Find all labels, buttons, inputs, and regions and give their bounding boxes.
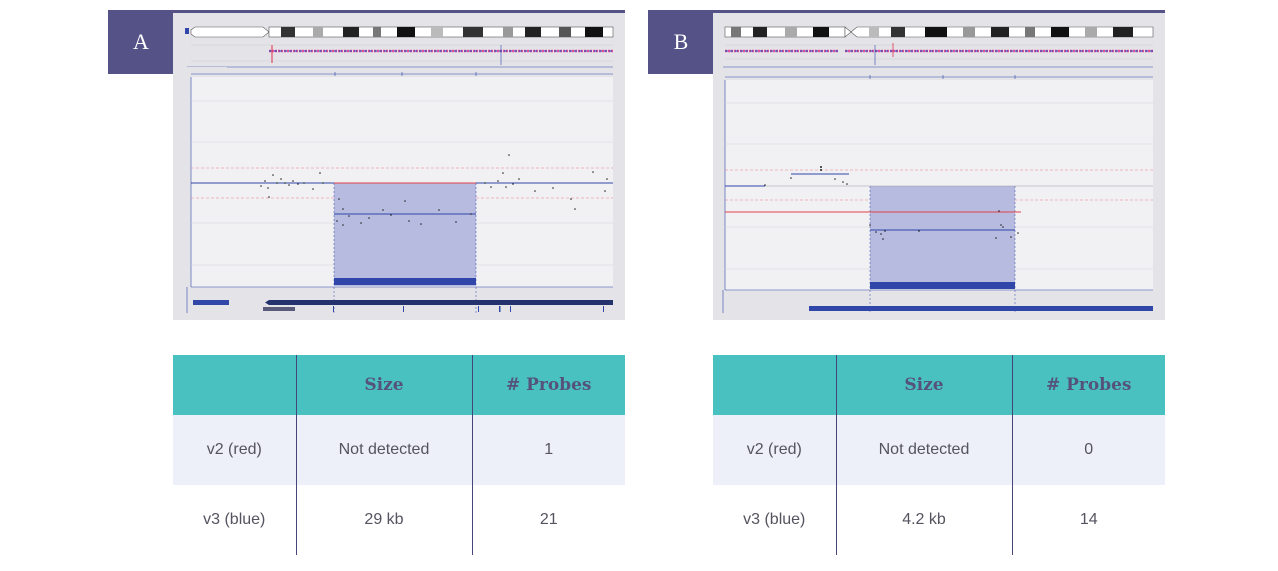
panel-label-b-text: B (673, 29, 689, 54)
panel-label-a: A (108, 10, 174, 74)
size-cell: 4.2 kb (835, 485, 1012, 555)
size-cell: 29 kb (295, 485, 472, 555)
table-row: v2 (red) Not detected 0 (713, 415, 1165, 485)
table-row: v3 (blue) 4.2 kb 14 (713, 485, 1165, 555)
panel-label-b: B (648, 10, 714, 74)
size-cell: Not detected (835, 415, 1012, 485)
gene-track-b (722, 290, 1153, 313)
genome-browser-screenshot-a (173, 10, 625, 320)
section-header-b (723, 66, 1153, 79)
chromosome-overview-trace-b (725, 43, 1153, 65)
probes-cell: 0 (1011, 415, 1165, 485)
gene-track-a (186, 287, 613, 313)
size-cell: Not detected (295, 415, 472, 485)
row-label: v3 (blue) (173, 485, 296, 555)
probe-table-a: Size # Probes v2 (red) Not detected 1 v3… (173, 355, 625, 555)
chromosome-ideogram-a (185, 26, 614, 38)
cnv-plot-a (173, 13, 625, 320)
cnv-region-b (870, 186, 1015, 289)
probe-plot-area-a (190, 77, 613, 313)
probes-cell: 14 (1011, 485, 1165, 555)
table-a-header-size: Size (295, 355, 472, 415)
genome-browser-screenshot-b (713, 10, 1165, 320)
probe-plot-area-b (724, 80, 1153, 313)
row-label: v2 (red) (713, 415, 836, 485)
panel-label-a-text: A (133, 29, 149, 54)
table-b-header-size: Size (835, 355, 1012, 415)
table-row: v3 (blue) 29 kb 21 (173, 485, 625, 555)
section-header-a (187, 66, 613, 76)
row-label: v2 (red) (173, 415, 296, 485)
cnv-plot-b (713, 13, 1165, 320)
probe-table-b: Size # Probes v2 (red) Not detected 0 v3… (713, 355, 1165, 555)
chromosome-ideogram-b (724, 26, 1154, 38)
table-b-header-blank (713, 355, 836, 415)
table-a-header-blank (173, 355, 296, 415)
row-label: v3 (blue) (713, 485, 836, 555)
table-b-header-probes: # Probes (1011, 355, 1165, 415)
probes-cell: 1 (471, 415, 625, 485)
probes-cell: 21 (471, 485, 625, 555)
table-a-header-probes: # Probes (471, 355, 625, 415)
cnv-region-a (334, 183, 476, 286)
table-row: v2 (red) Not detected 1 (173, 415, 625, 485)
chromosome-overview-trace-a (191, 44, 613, 65)
